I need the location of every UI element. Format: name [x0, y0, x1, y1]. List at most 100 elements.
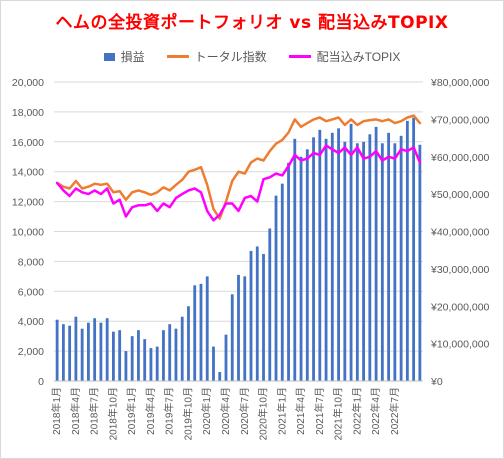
bar-profit	[143, 339, 147, 381]
bar-profit	[149, 348, 153, 381]
bar-profit	[268, 228, 272, 381]
chart-title: ヘムの全投資ポートフォリオ vs 配当込みTOPIX	[55, 13, 449, 33]
bar-profit	[380, 143, 384, 381]
bar-profit	[355, 143, 359, 381]
bar-profit	[193, 285, 197, 381]
legend-swatch-topix	[288, 55, 311, 58]
y-right-tick-label: ¥30,000,000	[430, 264, 490, 276]
bar-profit	[287, 162, 290, 381]
y-left-tick-label: 4,000	[18, 316, 44, 328]
bar-profit	[343, 141, 347, 381]
bar-profit	[137, 330, 140, 381]
bar-profit	[93, 318, 97, 381]
y-right-tick-label: ¥0	[430, 376, 443, 388]
bar-profit	[374, 126, 378, 381]
legend-label-profit: 損益	[120, 50, 145, 64]
bar-profit	[218, 372, 222, 381]
bar-profit	[305, 149, 309, 381]
x-tick-label: 2019年4月	[144, 387, 157, 435]
legend-item-total-index: トータル指数	[166, 48, 267, 65]
bar-profit	[74, 316, 78, 381]
x-tick-label: 2020年10月	[257, 387, 270, 440]
bar-profit	[249, 250, 253, 381]
y-left-tick-label: 16,000	[12, 137, 44, 149]
bar-profit	[274, 195, 278, 381]
bar-profit	[387, 132, 391, 381]
y-left-tick-label: 12,000	[12, 197, 44, 209]
bar-profit	[324, 138, 328, 381]
bar-profit	[168, 324, 172, 381]
bar-profit	[405, 120, 409, 382]
bar-profit	[349, 123, 353, 382]
legend-label-total-index: トータル指数	[194, 50, 267, 64]
x-tick-label: 2021年10月	[332, 387, 345, 440]
x-tick-label: 2019年10月	[181, 387, 194, 440]
legend-label-topix: 配当込みTOPIX	[316, 50, 401, 64]
bar-profit	[118, 330, 122, 381]
legend-swatch-profit	[103, 52, 115, 61]
x-tick-label: 2018年10月	[106, 387, 119, 440]
bar-profit	[68, 325, 72, 381]
line-total-index	[55, 114, 422, 220]
bar-profit	[155, 346, 159, 381]
bar-profit	[330, 132, 334, 381]
bar-profit	[105, 318, 109, 381]
x-tick-label: 2020年4月	[219, 387, 232, 435]
bar-profit	[318, 129, 322, 381]
legend-item-topix: 配当込みTOPIX	[288, 48, 401, 65]
bar-profit	[205, 276, 209, 381]
y-right-tick-label: ¥40,000,000	[430, 227, 490, 239]
bar-profit	[237, 274, 240, 381]
y-right-tick-label: ¥60,000,000	[430, 152, 490, 164]
bar-profit	[362, 141, 365, 381]
bar-profit	[124, 351, 128, 381]
bar-profit	[162, 330, 165, 381]
y-right-tick-label: ¥70,000,000	[430, 114, 490, 126]
bar-profit	[80, 328, 84, 381]
bar-profit	[393, 143, 397, 381]
bar-profit	[86, 322, 90, 381]
legend-swatch-total-index	[166, 55, 189, 58]
y-right-tick-label: ¥10,000,000	[430, 339, 490, 351]
y-left-tick-label: 10,000	[12, 227, 44, 239]
x-tick-label: 2021年1月	[275, 387, 288, 435]
bar-profit	[61, 324, 65, 381]
bar-profit	[280, 183, 284, 381]
y-left-tick-label: 8,000	[18, 256, 44, 268]
y-left-tick-label: 0	[38, 376, 44, 388]
bar-profit	[399, 135, 403, 381]
y-right-tick-label: ¥80,000,000	[430, 77, 490, 89]
bar-profit	[312, 137, 315, 381]
line-topix	[55, 144, 422, 222]
bar-profit	[199, 283, 203, 381]
x-tick-label: 2020年1月	[200, 387, 213, 435]
bar-profit	[99, 322, 103, 381]
bar-profit	[180, 316, 184, 381]
x-tick-label: 2022年1月	[350, 387, 363, 435]
y-right-tick-label: ¥20,000,000	[430, 301, 490, 313]
x-tick-label: 2022年7月	[388, 387, 401, 435]
bar-profit	[262, 253, 265, 381]
x-tick-label: 2019年7月	[163, 387, 176, 435]
bar-profit	[174, 328, 178, 381]
bar-profit	[368, 134, 372, 381]
y-left-tick-label: 6,000	[18, 286, 44, 298]
x-tick-label: 2018年7月	[88, 387, 101, 435]
legend-item-profit: 損益	[103, 48, 145, 65]
x-tick-label: 2021年4月	[294, 387, 307, 435]
bar-profit	[337, 128, 340, 381]
bar-profit	[212, 346, 215, 381]
x-tick-label: 2022年4月	[369, 387, 382, 435]
y-left-tick-label: 18,000	[12, 107, 44, 119]
y-left-tick-label: 14,000	[12, 167, 44, 179]
bar-profit	[224, 334, 228, 381]
bar-profit	[130, 336, 134, 381]
chart-legend: 損益 トータル指数 配当込みTOPIX	[0, 48, 504, 65]
bar-profit	[255, 246, 259, 381]
x-tick-label: 2020年7月	[238, 387, 251, 435]
y-left-tick-label: 2,000	[18, 346, 44, 358]
x-tick-label: 2018年4月	[69, 387, 82, 435]
x-tick-label: 2021年7月	[313, 387, 326, 435]
bar-profit	[55, 319, 59, 381]
